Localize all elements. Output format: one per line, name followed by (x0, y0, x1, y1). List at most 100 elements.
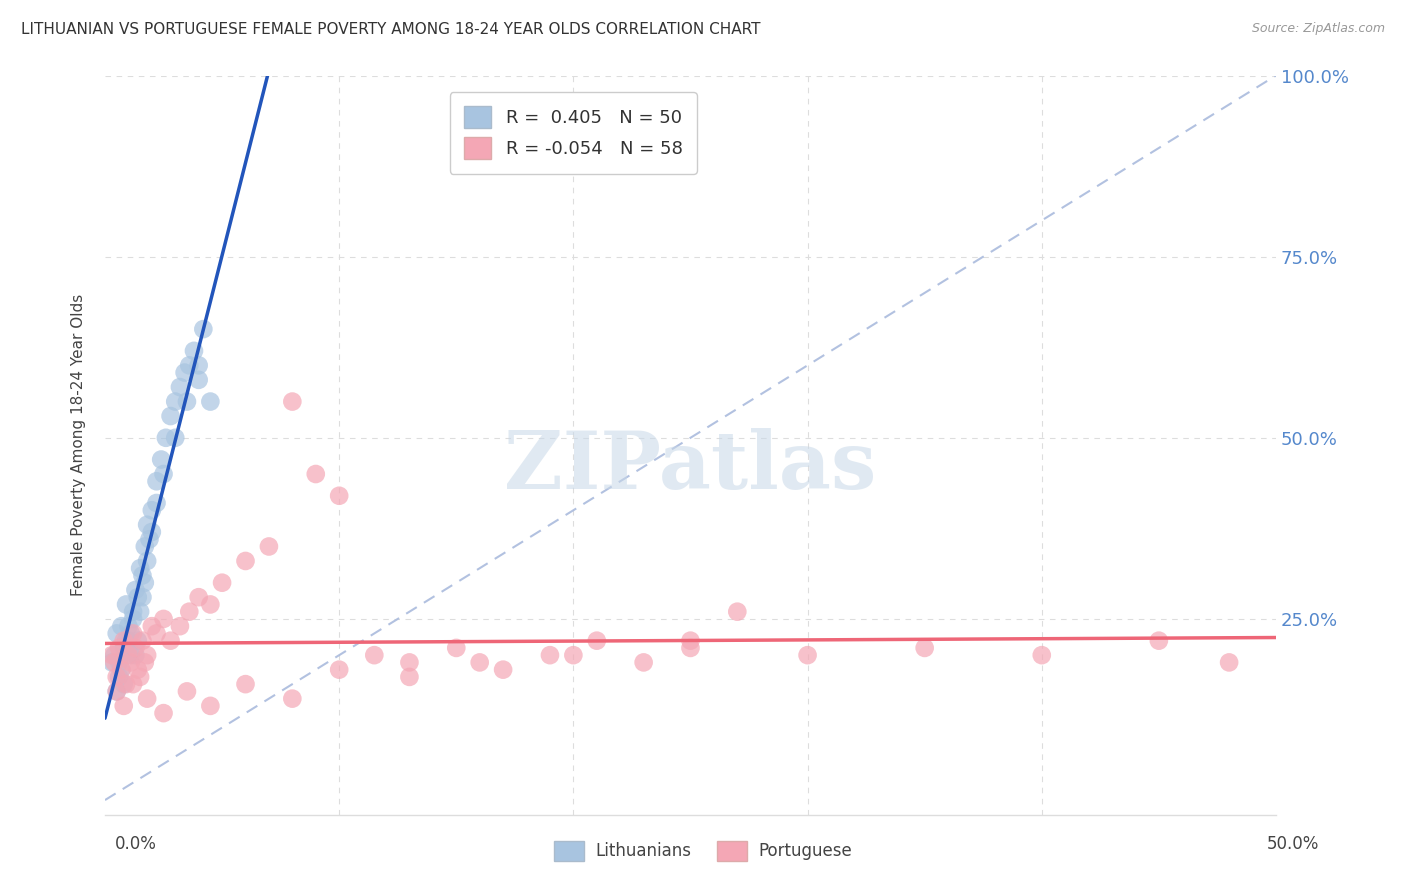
Point (112, 698, 135, 713)
Point (398, 656, 420, 670)
Point (159, 409, 181, 423)
Point (127, 591, 149, 605)
Point (363, 648, 385, 662)
Point (110, 619, 132, 633)
Point (152, 612, 174, 626)
Point (131, 591, 153, 605)
Point (122, 612, 145, 626)
Point (152, 467, 174, 481)
Point (134, 575, 156, 590)
Point (200, 394, 222, 409)
Point (173, 366, 195, 380)
Point (122, 626, 145, 640)
Point (200, 598, 222, 612)
Point (120, 656, 142, 670)
Point (127, 663, 149, 677)
Point (169, 380, 191, 394)
Point (141, 619, 163, 633)
Point (492, 663, 515, 677)
Point (131, 633, 153, 648)
Point (633, 656, 655, 670)
Point (145, 626, 167, 640)
Point (108, 656, 131, 670)
Point (105, 670, 128, 684)
Point (165, 394, 187, 409)
Point (281, 691, 304, 706)
Point (1031, 648, 1053, 662)
Point (176, 394, 198, 409)
Point (103, 656, 125, 670)
Point (179, 605, 201, 619)
Point (112, 640, 135, 655)
Point (398, 670, 420, 684)
Point (120, 626, 142, 640)
Point (165, 431, 187, 445)
Legend: Lithuanians, Portuguese: Lithuanians, Portuguese (547, 834, 859, 868)
Point (328, 489, 350, 503)
Point (136, 517, 159, 532)
Point (105, 626, 128, 640)
Point (152, 706, 174, 720)
Point (585, 633, 607, 648)
Point (176, 684, 198, 698)
Point (187, 373, 209, 387)
Point (101, 648, 124, 662)
Point (134, 656, 156, 670)
Point (193, 322, 215, 336)
Point (183, 343, 205, 358)
Point (131, 568, 153, 582)
Text: Source: ZipAtlas.com: Source: ZipAtlas.com (1251, 22, 1385, 36)
Point (235, 554, 257, 568)
Point (145, 496, 167, 510)
Legend: R =  0.405   N = 50, R = -0.054   N = 58: R = 0.405 N = 50, R = -0.054 N = 58 (450, 92, 697, 174)
Point (115, 677, 138, 691)
Point (120, 648, 142, 662)
Point (122, 605, 145, 619)
Point (108, 640, 131, 655)
Point (124, 640, 146, 655)
Point (136, 554, 159, 568)
Point (115, 598, 138, 612)
Point (1218, 656, 1240, 670)
Point (155, 431, 177, 445)
Point (112, 633, 135, 648)
Text: ZIPatlas: ZIPatlas (505, 428, 876, 507)
Point (105, 684, 128, 698)
Text: 50.0%: 50.0% (1267, 835, 1319, 853)
Point (211, 575, 233, 590)
Point (136, 648, 159, 662)
Point (112, 677, 135, 691)
Point (117, 633, 139, 648)
Point (446, 640, 468, 655)
Point (129, 605, 152, 619)
Y-axis label: Female Poverty Among 18-24 Year Olds: Female Poverty Among 18-24 Year Olds (72, 294, 86, 596)
Point (328, 663, 350, 677)
Point (124, 648, 146, 662)
Point (150, 452, 173, 467)
Point (129, 561, 152, 575)
Point (145, 475, 167, 489)
Point (103, 648, 125, 662)
Point (110, 663, 132, 677)
Point (468, 656, 491, 670)
Point (159, 633, 181, 648)
Point (281, 394, 304, 409)
Point (179, 359, 201, 373)
Point (134, 540, 156, 554)
Point (257, 540, 280, 554)
Point (117, 648, 139, 662)
Point (914, 640, 936, 655)
Point (129, 670, 152, 684)
Point (725, 605, 748, 619)
Point (1147, 633, 1170, 648)
Point (141, 503, 163, 517)
Point (136, 691, 159, 706)
Point (110, 663, 132, 677)
Point (115, 633, 138, 648)
Point (235, 677, 257, 691)
Point (187, 359, 209, 373)
Point (117, 619, 139, 633)
Point (200, 698, 222, 713)
Point (538, 648, 561, 662)
Point (169, 619, 191, 633)
